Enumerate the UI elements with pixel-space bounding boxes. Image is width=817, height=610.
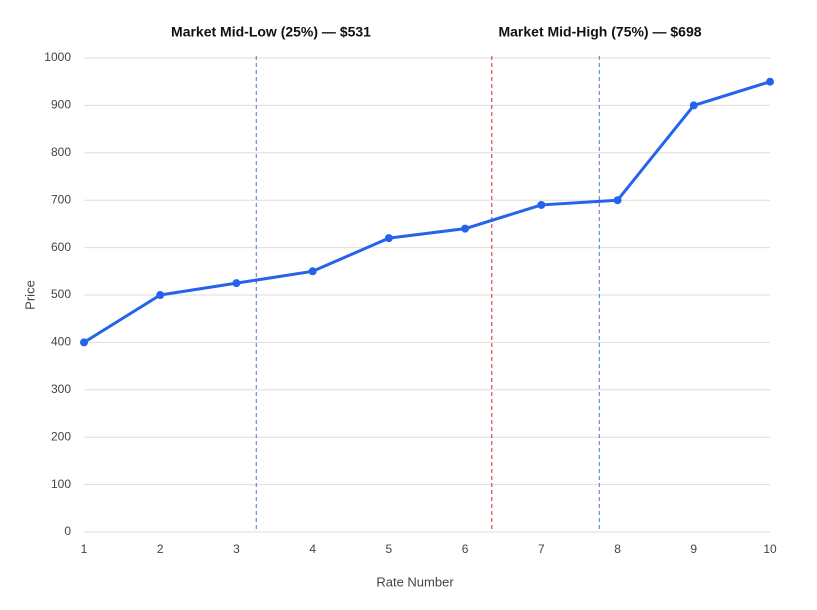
x-tick-label: 9 [690, 542, 697, 556]
data-point [766, 77, 774, 86]
x-tick-label: 3 [233, 542, 240, 556]
data-point [537, 200, 546, 209]
x-tick-label: 7 [538, 542, 545, 556]
x-tick-label: 8 [614, 542, 621, 556]
x-tick-label: 4 [309, 542, 316, 556]
y-tick-label: 0 [64, 524, 71, 538]
y-axis-label: Price [22, 280, 37, 310]
data-point [232, 279, 241, 288]
x-tick-label: 5 [386, 542, 393, 556]
x-axis-label: Rate Number [376, 574, 454, 589]
data-line [83, 80, 771, 344]
data-point [308, 267, 317, 276]
y-tick-label: 300 [51, 382, 71, 396]
y-tick-label: 200 [51, 429, 71, 443]
y-tick-label: 100 [51, 477, 71, 491]
x-tick-label: 1 [81, 542, 88, 556]
y-tick-label: 400 [51, 335, 71, 349]
data-point [689, 101, 698, 110]
data-point [384, 234, 393, 243]
data-point [156, 291, 165, 299]
x-tick-label: 6 [462, 542, 469, 556]
data-point [80, 338, 88, 347]
x-tick-label: 2 [157, 542, 164, 556]
y-tick-label: 600 [51, 240, 71, 254]
x-tick-label: 10 [763, 542, 777, 556]
annotation: Market Mid-High (75%) — $698 [498, 24, 701, 40]
data-point [461, 224, 470, 233]
y-tick-label: 900 [51, 98, 71, 112]
y-tick-label: 800 [51, 145, 71, 159]
data-point [613, 196, 622, 205]
annotation: Market Mid-Low (25%) — $531 [171, 24, 371, 40]
y-tick-label: 1000 [44, 50, 71, 64]
y-tick-label: 700 [51, 192, 71, 206]
y-tick-label: 500 [51, 287, 71, 301]
